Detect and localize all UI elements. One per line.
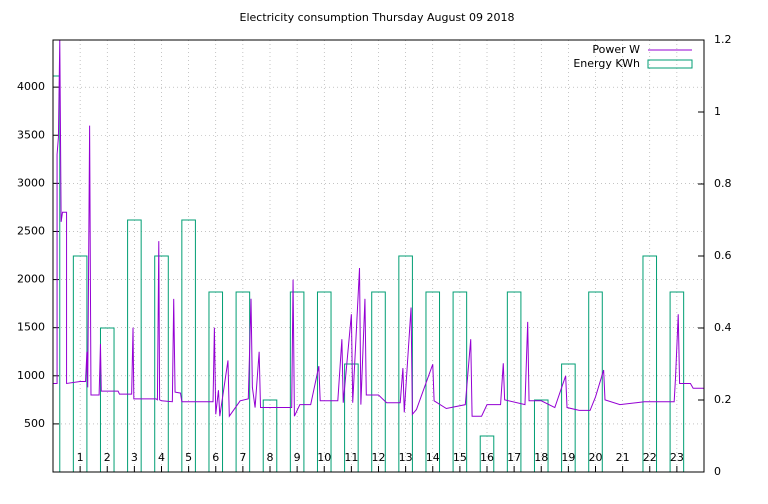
energy-box bbox=[127, 219, 142, 472]
y2-tick-label: 0.8 bbox=[714, 177, 732, 190]
energy-box bbox=[208, 291, 224, 472]
x-tick-label: 2 bbox=[104, 451, 111, 464]
energy-box bbox=[588, 291, 603, 472]
y-tick-label: 1000 bbox=[17, 369, 45, 382]
x-tick-label: 1 bbox=[77, 451, 84, 464]
y-tick-label: 2000 bbox=[17, 273, 45, 286]
x-tick-label: 7 bbox=[239, 451, 246, 464]
x-tick-label: 13 bbox=[399, 451, 413, 464]
energy-box bbox=[479, 435, 495, 472]
x-tick-label: 20 bbox=[589, 451, 603, 464]
x-tick-label: 6 bbox=[212, 451, 219, 464]
legend-label: Power W bbox=[592, 43, 640, 56]
energy-box bbox=[371, 291, 386, 472]
y-tick-label: 3000 bbox=[17, 176, 45, 189]
y2-tick-label: 0.2 bbox=[714, 393, 732, 406]
energy-box bbox=[642, 255, 658, 472]
x-tick-label: 22 bbox=[643, 451, 657, 464]
power-line bbox=[53, 40, 704, 418]
legend-swatch bbox=[647, 59, 693, 69]
x-tick-label: 18 bbox=[534, 451, 548, 464]
energy-box bbox=[316, 291, 332, 472]
x-tick-label: 10 bbox=[317, 451, 331, 464]
energy-box bbox=[506, 291, 522, 472]
x-tick-label: 11 bbox=[344, 451, 358, 464]
x-tick-label: 21 bbox=[616, 451, 630, 464]
energy-box bbox=[289, 291, 305, 472]
y2-tick-label: 0 bbox=[714, 465, 721, 478]
x-tick-label: 8 bbox=[267, 451, 274, 464]
x-tick-label: 9 bbox=[294, 451, 301, 464]
x-tick-label: 5 bbox=[185, 451, 192, 464]
plot-frame bbox=[52, 39, 705, 473]
energy-box bbox=[452, 291, 468, 472]
energy-box bbox=[262, 399, 278, 472]
x-tick-label: 3 bbox=[131, 451, 138, 464]
x-tick-label: 23 bbox=[670, 451, 684, 464]
plot-area bbox=[53, 40, 704, 472]
y-tick-label: 2500 bbox=[17, 224, 45, 237]
energy-box bbox=[53, 75, 61, 472]
energy-box bbox=[533, 399, 549, 472]
y-tick-label: 1500 bbox=[17, 321, 45, 334]
x-tick-label: 12 bbox=[372, 451, 386, 464]
energy-box bbox=[344, 363, 359, 472]
energy-box bbox=[154, 255, 169, 472]
x-tick-label: 4 bbox=[158, 451, 165, 464]
y2-tick-label: 1.2 bbox=[714, 33, 732, 46]
x-tick-label: 17 bbox=[507, 451, 521, 464]
y-tick-label: 3500 bbox=[17, 128, 45, 141]
energy-box bbox=[99, 327, 115, 472]
x-tick-label: 14 bbox=[426, 451, 440, 464]
legend-label: Energy KWh bbox=[573, 57, 640, 70]
x-tick-label: 16 bbox=[480, 451, 494, 464]
energy-box bbox=[561, 363, 576, 472]
x-tick-label: 15 bbox=[453, 451, 467, 464]
chart-title: Electricity consumption Thursday August … bbox=[240, 11, 515, 24]
y-tick-label: 4000 bbox=[17, 80, 45, 93]
y2-tick-label: 0.4 bbox=[714, 321, 732, 334]
y2-tick-label: 1 bbox=[714, 105, 721, 118]
energy-box bbox=[181, 219, 196, 472]
energy-box bbox=[669, 291, 685, 472]
y-tick-label: 500 bbox=[24, 417, 45, 430]
energy-box bbox=[235, 291, 251, 472]
x-tick-label: 19 bbox=[561, 451, 575, 464]
energy-box bbox=[398, 255, 413, 472]
y2-tick-label: 0.6 bbox=[714, 249, 732, 262]
